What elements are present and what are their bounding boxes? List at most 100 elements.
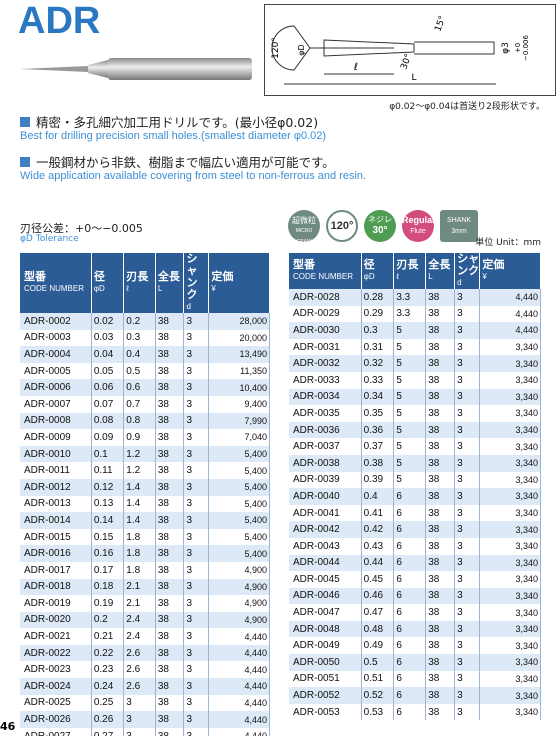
table-cell: 6 bbox=[393, 703, 427, 721]
table-cell: 38 bbox=[425, 521, 456, 538]
table-cell: 3 bbox=[183, 528, 210, 546]
table-cell: 11,350 bbox=[208, 362, 270, 380]
header-en: ℓ bbox=[396, 272, 399, 281]
table-cell: 38 bbox=[425, 687, 456, 704]
table-cell: 0.26 bbox=[91, 711, 125, 728]
table-cell: 38 bbox=[425, 338, 456, 356]
table-cell: ADR-0032 bbox=[289, 355, 362, 372]
header-en: ¥ bbox=[211, 284, 216, 293]
table-cell: 0.7 bbox=[123, 395, 156, 413]
table-cell: ADR-0009 bbox=[20, 429, 92, 446]
table-cell: 0.39 bbox=[361, 471, 395, 489]
table-cell: 1.8 bbox=[123, 561, 156, 579]
table-cell: ADR-0049 bbox=[289, 637, 362, 655]
table-cell: 0.1 bbox=[91, 445, 125, 463]
table-cell: 5,400 bbox=[208, 462, 270, 479]
table-cell: 3,340 bbox=[479, 338, 541, 356]
table-cell: 0.07 bbox=[91, 395, 125, 413]
table-cell: 38 bbox=[155, 528, 185, 546]
table-cell: 3 bbox=[454, 604, 481, 621]
table-cell: ADR-0014 bbox=[20, 512, 92, 529]
table-cell: ADR-0019 bbox=[20, 595, 92, 612]
table-cell: 4,900 bbox=[208, 611, 270, 629]
table-row: ADR-0051 0.51 6 38 3 3,340 bbox=[289, 670, 541, 688]
table-cell: 1.2 bbox=[123, 445, 156, 463]
table-cell: 1.2 bbox=[123, 462, 156, 479]
header-en: ℓ bbox=[126, 284, 129, 293]
icon-text: 超微粒 bbox=[292, 216, 316, 225]
table-cell: ADR-0037 bbox=[289, 438, 362, 455]
table-row: ADR-0007 0.07 0.7 38 3 9,400 bbox=[20, 395, 270, 413]
header-jp: シャンク bbox=[186, 253, 198, 301]
table-cell: 6 bbox=[393, 554, 427, 572]
table-row: ADR-0034 0.34 5 38 3 3,340 bbox=[289, 388, 541, 406]
table-cell: 0.24 bbox=[91, 678, 125, 695]
table-cell: 3,340 bbox=[479, 670, 541, 688]
table-cell: 6 bbox=[393, 537, 427, 555]
table-cell: 6 bbox=[393, 620, 427, 638]
table-cell: 0.41 bbox=[361, 504, 395, 522]
table-cell: 0.46 bbox=[361, 587, 395, 605]
table-row: ADR-00270.2733834,440 bbox=[20, 727, 270, 736]
table-row: ADR-0023 0.23 2.6 38 3 4,440 bbox=[20, 661, 270, 679]
table-cell: 3,340 bbox=[479, 371, 541, 389]
table-cell: 3 bbox=[183, 545, 210, 562]
table-cell: 0.17 bbox=[91, 561, 125, 579]
table-cell: 38 bbox=[425, 654, 456, 671]
table-cell: 2.1 bbox=[123, 595, 156, 612]
table-cell: 5 bbox=[393, 405, 427, 422]
table-cell: ADR-0039 bbox=[289, 471, 362, 489]
table-cell: 4,440 bbox=[208, 694, 270, 712]
table-cell: ADR-0046 bbox=[289, 587, 362, 605]
table-cell: 3 bbox=[454, 488, 481, 505]
icon: 120° bbox=[326, 210, 358, 242]
table-row: ADR-0043 0.43 6 38 3 3,340 bbox=[289, 537, 541, 555]
table-cell: 5 bbox=[393, 388, 427, 406]
table-cell: 3 bbox=[183, 611, 210, 629]
table-cell: 0.13 bbox=[91, 495, 125, 513]
table-cell: 5 bbox=[393, 338, 427, 356]
table-cell: ADR-0021 bbox=[20, 628, 92, 645]
table-cell: ADR-0029 bbox=[289, 305, 362, 323]
table-cell: 3,340 bbox=[479, 703, 541, 721]
table-cell: 5,400 bbox=[208, 528, 270, 546]
table-cell: 4,440 bbox=[479, 289, 541, 306]
table-cell: 3,340 bbox=[479, 654, 541, 671]
table-cell: 3,340 bbox=[479, 571, 541, 588]
table-cell: 5 bbox=[393, 471, 427, 489]
table-cell: 0.09 bbox=[91, 429, 125, 446]
header-cell: 型番 CODE NUMBER bbox=[289, 253, 362, 289]
table-cell: 38 bbox=[155, 545, 185, 562]
table-cell: 10,400 bbox=[208, 379, 270, 396]
table-cell: ADR-0007 bbox=[20, 395, 92, 413]
table-cell: ADR-0030 bbox=[289, 322, 362, 339]
table-row: ADR-0042 0.42 6 38 3 3,340 bbox=[289, 521, 541, 538]
table-cell: ADR-0004 bbox=[20, 346, 92, 363]
table-cell: ADR-0052 bbox=[289, 687, 362, 704]
header-jp: 定価 bbox=[211, 271, 234, 283]
table-cell: 3,340 bbox=[479, 537, 541, 555]
table-cell: 3 bbox=[454, 421, 481, 439]
table-cell: 0.43 bbox=[361, 537, 395, 555]
table-cell: 3 bbox=[183, 395, 210, 413]
table-cell: 38 bbox=[425, 703, 456, 721]
table-cell: 38 bbox=[155, 462, 185, 479]
table-cell: 3 bbox=[183, 495, 210, 513]
table-cell: 0.12 bbox=[91, 478, 125, 496]
table-cell: ADR-0027 bbox=[20, 727, 92, 736]
header-en: CODE NUMBER bbox=[293, 272, 354, 281]
table-cell: 2.4 bbox=[123, 628, 156, 645]
feature-jp: 一般鋼材から非鉄、樹脂まで幅広い適用が可能です。 bbox=[20, 152, 335, 171]
table-cell: 5,400 bbox=[208, 545, 270, 562]
header-jp: 径 bbox=[93, 271, 105, 283]
table-row: ADR-0044 0.44 6 38 3 3,340 bbox=[289, 554, 541, 572]
table-cell: 3,340 bbox=[479, 637, 541, 655]
table-cell: 4,440 bbox=[479, 305, 541, 323]
table-cell: 3 bbox=[183, 561, 210, 579]
table-cell: 6 bbox=[393, 604, 427, 621]
table-cell: ADR-0020 bbox=[20, 611, 92, 629]
table-cell: 0.8 bbox=[123, 412, 156, 430]
header-cell: 径 φD bbox=[361, 253, 395, 289]
table-cell: 3 bbox=[183, 445, 210, 463]
table-cell: 0.29 bbox=[361, 305, 395, 323]
